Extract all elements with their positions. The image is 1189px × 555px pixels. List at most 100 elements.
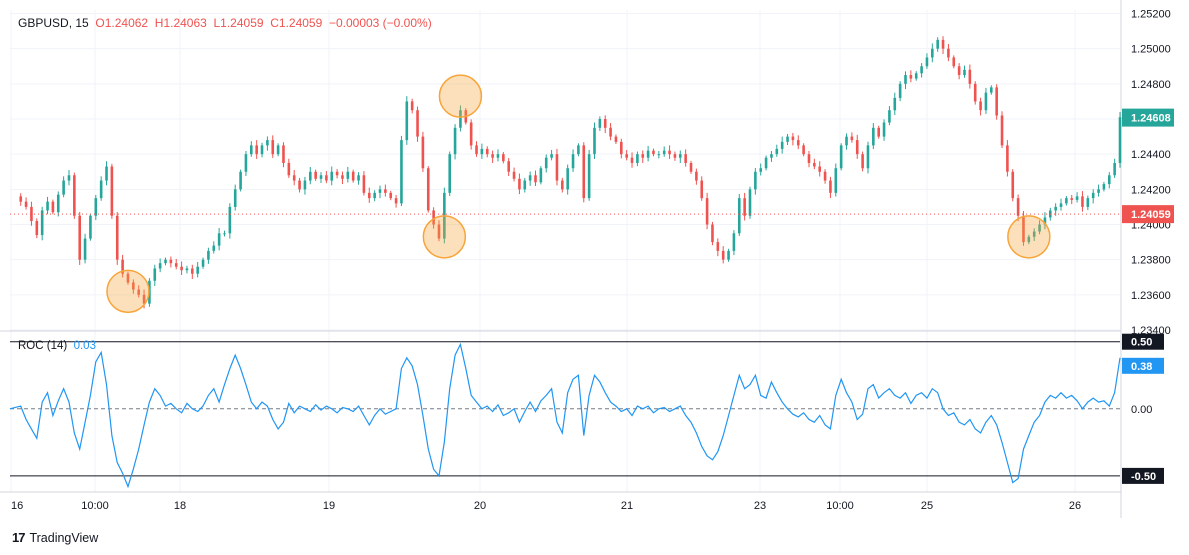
candle-body[interactable] [335,171,339,176]
candle-body[interactable] [673,154,677,158]
candle-body[interactable] [973,83,977,102]
candle-body[interactable] [250,145,253,155]
candle-body[interactable] [979,101,982,111]
candle-body[interactable] [292,175,296,181]
candle-body[interactable] [780,141,784,149]
highlight-circle[interactable] [438,74,483,118]
candle-body[interactable] [217,233,221,246]
candle-body[interactable] [1065,198,1068,204]
candle-body[interactable] [303,180,307,190]
candle-body[interactable] [550,154,553,158]
candle-body[interactable] [963,69,966,76]
candle-body[interactable] [909,75,913,79]
candle-body[interactable] [614,136,618,142]
candle-body[interactable] [577,145,580,155]
candle-body[interactable] [308,171,312,181]
candle-body[interactable] [132,282,135,290]
candle-body[interactable] [823,171,827,181]
current-price-badge[interactable] [1122,108,1174,127]
candle-body[interactable] [882,122,886,137]
candle-body[interactable] [180,266,183,271]
candle-body[interactable] [83,238,87,260]
candle-body[interactable] [898,83,902,98]
candle-body[interactable] [485,148,489,155]
candle-body[interactable] [1011,171,1015,199]
candle-body[interactable] [700,180,704,199]
candle-body[interactable] [684,154,687,163]
candle-body[interactable] [56,194,60,213]
candle-body[interactable] [346,171,350,179]
candle-body[interactable] [566,168,569,190]
candle-body[interactable] [587,154,591,199]
candle-body[interactable] [99,180,103,199]
candle-body[interactable] [1118,117,1122,163]
candle-body[interactable] [888,110,891,123]
candle-body[interactable] [662,150,666,155]
candle-body[interactable] [995,87,998,116]
candle-body[interactable] [689,162,693,172]
roc-line[interactable] [9,342,1121,489]
candle-body[interactable] [855,140,859,155]
candle-body[interactable] [89,215,92,239]
candle-body[interactable] [625,154,628,158]
candle-body[interactable] [448,154,452,193]
candle-body[interactable] [480,148,484,155]
candle-body[interactable] [759,168,763,172]
candle-body[interactable] [609,127,612,137]
candle-body[interactable] [475,145,478,155]
candle-body[interactable] [94,198,98,216]
candle-body[interactable] [598,119,602,128]
candle-body[interactable] [802,145,805,155]
candle-body[interactable] [233,189,237,207]
candle-body[interactable] [437,224,441,239]
candle-body[interactable] [276,145,280,155]
candle-body[interactable] [196,266,199,274]
candle-body[interactable] [1091,192,1095,199]
candle-body[interactable] [705,198,709,225]
candle-body[interactable] [652,150,655,155]
candle-body[interactable] [341,175,344,179]
candle-body[interactable] [1038,224,1041,232]
candle-body[interactable] [266,140,269,146]
candle-body[interactable] [764,157,768,169]
candle-body[interactable] [73,175,76,216]
candle-body[interactable] [1086,198,1090,207]
candle-body[interactable] [775,148,779,155]
candle-body[interactable] [732,233,736,251]
candle-body[interactable] [373,192,376,199]
candle-body[interactable] [137,289,140,295]
candle-body[interactable] [1070,198,1074,200]
candle-body[interactable] [469,122,473,146]
candle-body[interactable] [153,268,157,281]
candle-body[interactable] [453,127,457,155]
candle-body[interactable] [174,263,178,267]
candle-body[interactable] [212,245,216,251]
candle-body[interactable] [416,110,419,137]
candle-body[interactable] [239,171,242,190]
candle-body[interactable] [829,180,832,193]
candle-body[interactable] [496,154,500,158]
candle-body[interactable] [904,75,907,84]
candle-body[interactable] [319,175,323,179]
candle-body[interactable] [737,198,741,234]
roc-current-badge[interactable] [1122,357,1164,374]
price-axis[interactable]: 1.252001.250001.248001.246001.244001.242… [1122,9,1174,484]
candle-body[interactable] [394,198,398,204]
candle-body[interactable] [544,157,548,169]
candle-body[interactable] [957,66,961,76]
candle-body[interactable] [1043,217,1047,225]
candle-body[interactable] [1097,189,1100,193]
candle-body[interactable] [78,215,82,260]
candle-body[interactable] [367,192,371,199]
candle-body[interactable] [1000,115,1004,146]
candle-body[interactable] [1081,196,1084,207]
roc-pane[interactable] [9,341,1121,489]
candle-body[interactable] [861,154,864,169]
candle-body[interactable] [582,145,586,199]
candle-body[interactable] [716,242,720,251]
candle-body[interactable] [330,171,334,181]
candle-body[interactable] [384,189,387,193]
highlight-circle[interactable] [106,269,150,314]
candle-body[interactable] [984,92,988,111]
candle-body[interactable] [952,57,956,67]
